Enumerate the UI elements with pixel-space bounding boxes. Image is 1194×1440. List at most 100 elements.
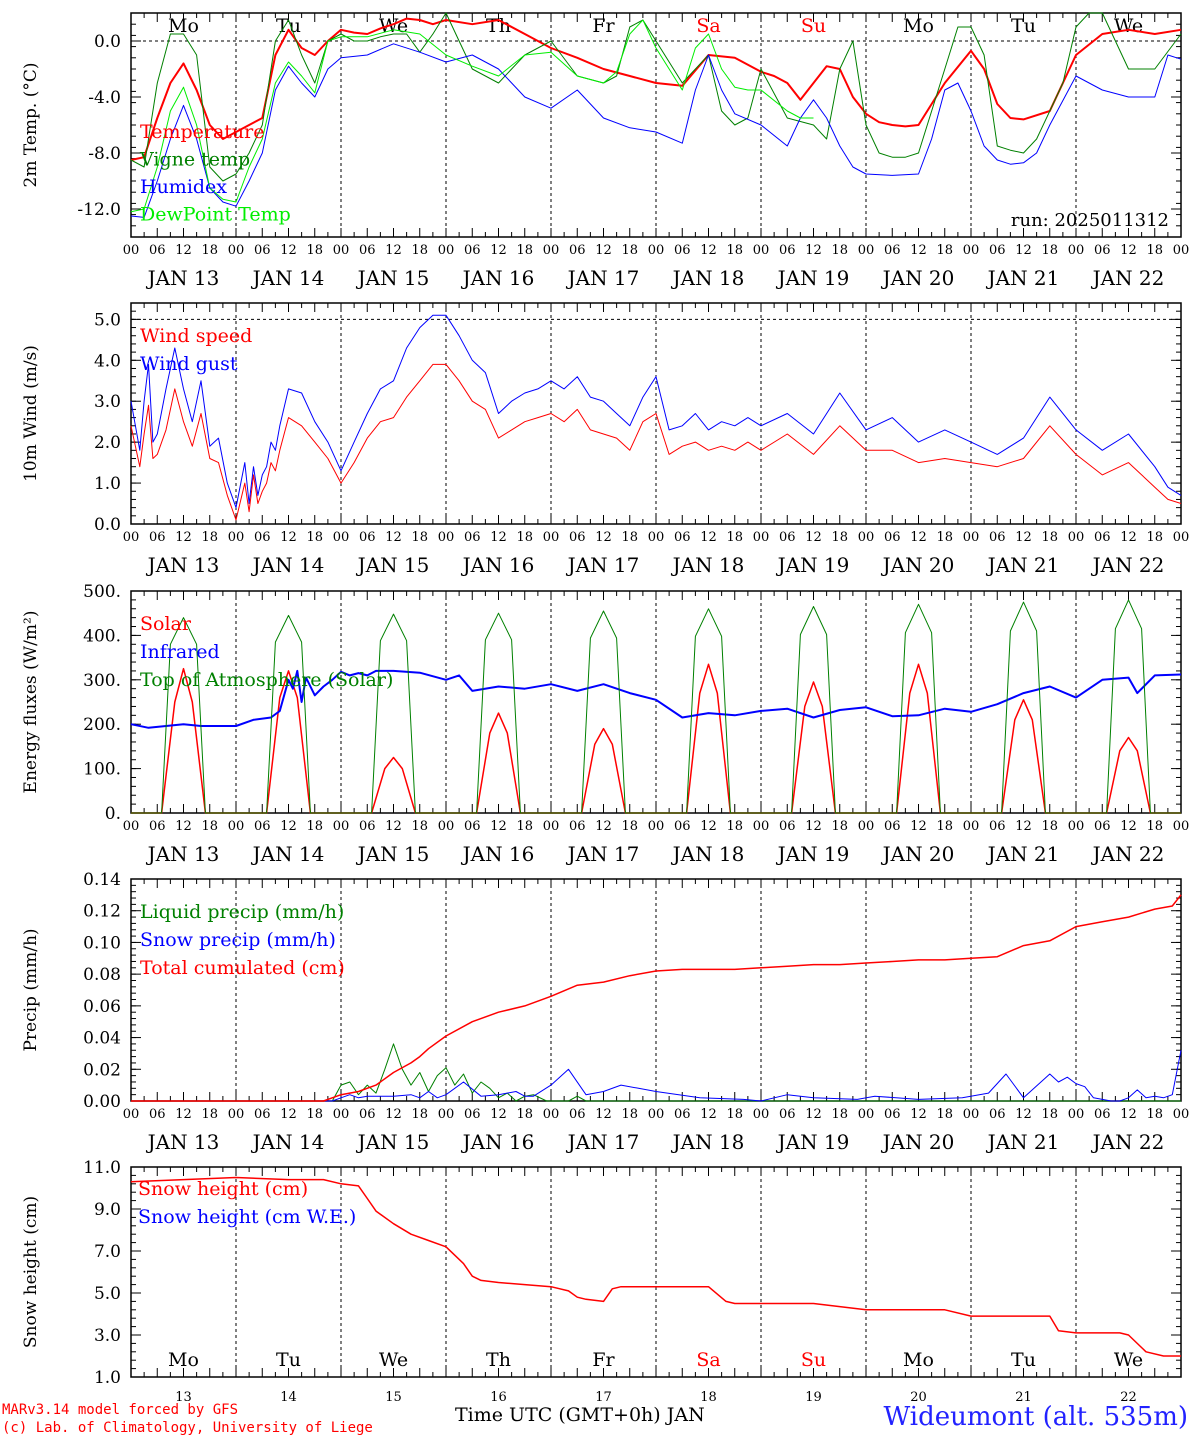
weekday-label: Tu xyxy=(276,15,301,37)
legend-entry: Snow height (cm W.E.) xyxy=(138,1206,356,1228)
y-tick-label: 0.10 xyxy=(83,933,121,953)
x-hour-label: 18 xyxy=(306,243,323,258)
x-date-label: JAN 18 xyxy=(671,1130,745,1154)
x-date-label: JAN 21 xyxy=(986,266,1060,290)
x-hour-label: 12 xyxy=(280,819,297,834)
x-hour-label: 12 xyxy=(595,243,612,258)
x-hour-label: 06 xyxy=(989,819,1006,834)
x-hour-label: 06 xyxy=(569,819,586,834)
x-hour-label: 06 xyxy=(464,243,481,258)
x-hour-label: 18 xyxy=(621,243,638,258)
x-date-label: JAN 22 xyxy=(1091,1130,1165,1154)
x-hour-label: 06 xyxy=(989,243,1006,258)
x-date-label: JAN 19 xyxy=(776,266,850,290)
x-hour-label: 00 xyxy=(123,243,140,258)
x-hour-label: 06 xyxy=(884,530,901,545)
x-hour-label: 00 xyxy=(858,243,875,258)
x-hour-label: 12 xyxy=(805,1107,822,1122)
x-date-label: JAN 14 xyxy=(251,266,325,290)
weekday-label: We xyxy=(379,1349,408,1371)
y-tick-label: 0.00 xyxy=(83,1092,121,1112)
x-hour-label: 18 xyxy=(1041,530,1058,545)
x-date-label: JAN 19 xyxy=(776,1130,850,1154)
y-tick-label: 100. xyxy=(83,760,121,780)
x-hour-label: 06 xyxy=(674,1107,691,1122)
x-hour-label: 06 xyxy=(989,530,1006,545)
x-hour-label: 00 xyxy=(228,819,245,834)
x-hour-label: 06 xyxy=(569,243,586,258)
x-hour-label: 18 xyxy=(1146,819,1163,834)
y-tick-label: -12.0 xyxy=(77,200,121,220)
x-hour-label: 06 xyxy=(1094,530,1111,545)
x-hour-label: 00 xyxy=(648,530,665,545)
weekday-label: Mo xyxy=(168,15,199,37)
x-hour-label: 06 xyxy=(254,819,271,834)
x-hour-label: 12 xyxy=(805,243,822,258)
weekday-label: Mo xyxy=(168,1349,199,1371)
x-date-label: JAN 20 xyxy=(881,266,955,290)
x-hour-label: 18 xyxy=(621,819,638,834)
y-tick-label: 0. xyxy=(105,804,121,824)
y-tick-label: 9.0 xyxy=(94,1200,121,1220)
legend-entry: Vigne temp xyxy=(139,149,250,171)
x-hour-label: 18 xyxy=(1146,243,1163,258)
x-hour-label: 00 xyxy=(333,1107,350,1122)
x-hour-label: 06 xyxy=(254,1107,271,1122)
x-hour-label: 12 xyxy=(805,530,822,545)
x-day-number: 13 xyxy=(175,1390,192,1405)
weekday-label: We xyxy=(1114,15,1143,37)
x-hour-label: 18 xyxy=(1146,530,1163,545)
x-hour-label: 18 xyxy=(1041,243,1058,258)
x-hour-label: 18 xyxy=(831,243,848,258)
x-hour-label: 06 xyxy=(149,819,166,834)
x-hour-label: 00 xyxy=(543,1107,560,1122)
weekday-label: We xyxy=(1114,1349,1143,1371)
x-hour-label: 12 xyxy=(385,1107,402,1122)
x-day-number: 16 xyxy=(490,1390,507,1405)
x-hour-label: 00 xyxy=(963,819,980,834)
x-date-label: JAN 22 xyxy=(1091,553,1165,577)
x-hour-label: 06 xyxy=(149,530,166,545)
x-hour-label: 06 xyxy=(254,243,271,258)
x-hour-label: 18 xyxy=(1146,1107,1163,1122)
weekday-label: Mo xyxy=(903,1349,934,1371)
legend-entry: Wind gust xyxy=(140,353,238,375)
x-hour-label: 00 xyxy=(1173,243,1190,258)
x-day-number: 21 xyxy=(1015,1390,1032,1405)
y-tick-label: 1.0 xyxy=(94,474,121,494)
x-hour-label: 12 xyxy=(1120,819,1137,834)
x-hour-label: 12 xyxy=(805,819,822,834)
x-hour-label: 06 xyxy=(674,819,691,834)
x-hour-label: 00 xyxy=(333,530,350,545)
x-date-label: JAN 15 xyxy=(356,1130,430,1154)
y-tick-label: 0.14 xyxy=(83,870,121,890)
x-hour-label: 12 xyxy=(1120,1107,1137,1122)
x-hour-label: 12 xyxy=(1120,530,1137,545)
x-hour-label: 18 xyxy=(831,1107,848,1122)
y-tick-label: 7.0 xyxy=(94,1242,121,1262)
x-hour-label: 00 xyxy=(1173,1107,1190,1122)
y-tick-label: 0.06 xyxy=(83,997,121,1017)
x-hour-label: 00 xyxy=(123,819,140,834)
x-day-number: 22 xyxy=(1120,1390,1137,1405)
x-date-label: JAN 20 xyxy=(881,1130,955,1154)
x-hour-label: 18 xyxy=(411,1107,428,1122)
x-hour-label: 00 xyxy=(963,243,980,258)
x-hour-label: 00 xyxy=(753,819,770,834)
x-hour-label: 12 xyxy=(175,819,192,834)
series-line-dewpoint-temp xyxy=(130,19,814,213)
series-line-snow-precip-mm-h xyxy=(131,1050,1182,1102)
x-hour-label: 12 xyxy=(490,1107,507,1122)
legend-entry: Wind speed xyxy=(140,325,252,347)
x-hour-label: 06 xyxy=(359,819,376,834)
x-hour-label: 00 xyxy=(963,530,980,545)
x-hour-label: 18 xyxy=(936,819,953,834)
x-hour-label: 12 xyxy=(385,243,402,258)
weekday-label: Tu xyxy=(1011,1349,1036,1371)
x-hour-label: 06 xyxy=(884,819,901,834)
x-day-number: 18 xyxy=(700,1390,717,1405)
legend-entry: DewPoint Temp xyxy=(140,204,291,226)
weekday-label: Th xyxy=(486,1349,511,1371)
x-hour-label: 12 xyxy=(490,243,507,258)
x-hour-label: 06 xyxy=(464,1107,481,1122)
